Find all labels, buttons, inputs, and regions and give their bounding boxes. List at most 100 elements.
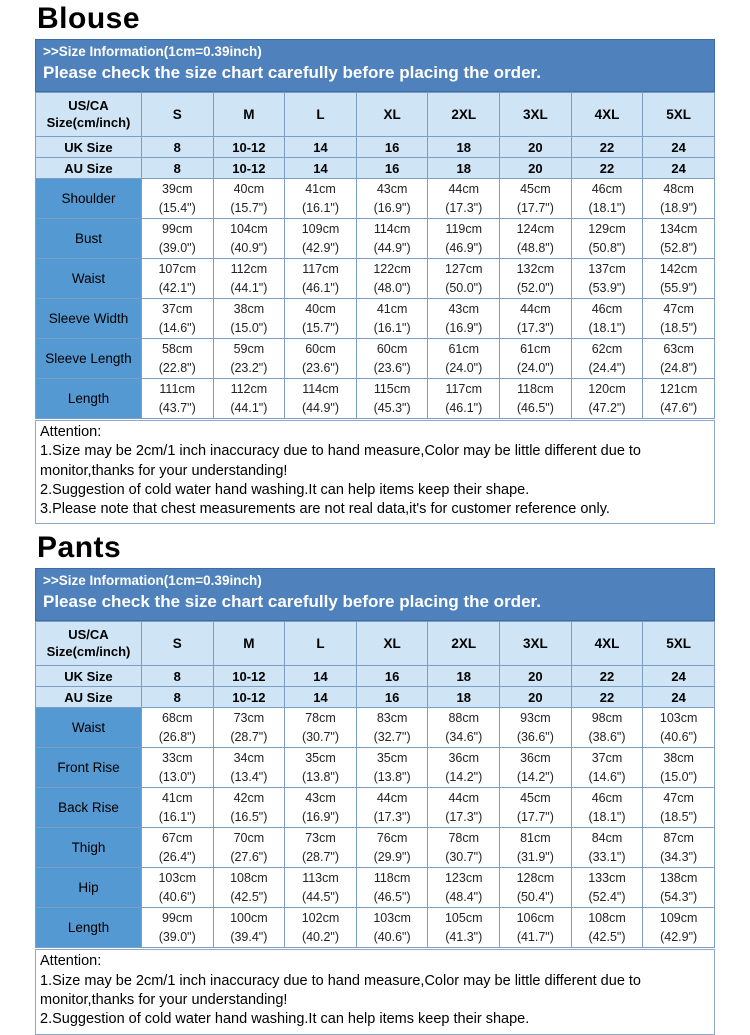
measurement-label: Sleeve Width xyxy=(35,298,142,339)
size-column-header: 3XL xyxy=(499,621,572,667)
measurement-value-cell: 103cm (40.6") xyxy=(140,867,214,909)
measurement-value-cell: 46cm (18.1") xyxy=(570,787,644,829)
intl-size-row: AU Size 8 10-12 14 16 18 20 22 24 xyxy=(35,157,715,179)
measurement-value-cell: 114cm (44.9") xyxy=(355,218,429,259)
pants-section: Pants >>Size Information(1cm=0.39inch) P… xyxy=(35,531,715,1035)
size-column-header: L xyxy=(284,621,357,667)
measurement-value-cell: 68cm (26.8") xyxy=(140,707,214,749)
intl-size-value-cell: 24 xyxy=(642,157,715,179)
intl-size-value-cell: 8 xyxy=(140,136,214,158)
attention-line: 3.Please note that chest measurements ar… xyxy=(40,501,610,518)
attention-line: 1.Size may be 2cm/1 inch inaccuracy due … xyxy=(40,972,641,1008)
measurement-label: Sleeve Length xyxy=(35,338,142,379)
measurement-value-cell: 44cm (17.3") xyxy=(499,298,572,339)
measurement-row: Waist 68cm (26.8") 73cm (28.7") 78cm (30.7") 83… xyxy=(35,707,715,749)
intl-size-value-cell: 22 xyxy=(570,157,644,179)
measurement-value-cell: 105cm (41.3") xyxy=(427,907,501,949)
measurement-row: Sleeve Length 58cm (22.8") 59cm (23.2") 60cm(… xyxy=(35,338,715,379)
attention-line: 1.Size may be 2cm/1 inch inaccuracy due … xyxy=(40,443,641,479)
measurement-value-cell: 134cm (52.8") xyxy=(642,218,715,259)
intl-size-value-cell: 20 xyxy=(499,136,572,158)
intl-size-row: UK Size 8 10-12 14 16 18 20 22 24 xyxy=(35,136,715,158)
measurement-value-cell: 112cm (44.1") xyxy=(212,258,286,299)
pants-attention-notes: Attention: 1.Size may be 2cm/1 inch inacc… xyxy=(35,949,715,1035)
measurement-value-cell: 45cm (17.7") xyxy=(499,787,572,829)
intl-size-value-cell: 20 xyxy=(499,157,572,179)
measurement-value-cell: 37cm (14.6") xyxy=(570,747,644,789)
measurement-value-cell: 124cm (48.8") xyxy=(499,218,572,259)
measurement-value-cell: 117cm (46.1") xyxy=(284,258,357,299)
measurement-value-cell: 40cm (15.7") xyxy=(212,178,286,219)
measurement-value-cell: 35cm (13.8") xyxy=(355,747,429,789)
measurement-value-cell: 46cm (18.1") xyxy=(570,298,644,339)
intl-size-value-cell: 20 xyxy=(499,665,572,688)
measurement-row: Waist 107cm (42.1") 112cm (44.1") 117cm (46.1"… xyxy=(35,258,715,299)
measurement-value-cell: 142cm (55.9") xyxy=(642,258,715,299)
measurement-value-cell: 117cm (46.1") xyxy=(427,378,501,419)
measurement-value-cell: 132cm (52.0") xyxy=(499,258,572,299)
measurement-value-cell: 111cm (43.7") xyxy=(140,378,214,419)
measurement-value-cell: 34cm (13.4") xyxy=(212,747,286,789)
measurement-value-cell: 45cm (17.7") xyxy=(499,178,572,219)
measurement-value-cell: 73cm (28.7") xyxy=(284,827,357,869)
measurement-value-cell: 113cm (44.5") xyxy=(284,867,357,909)
measurement-value-cell: 108cm (42.5") xyxy=(212,867,286,909)
intl-size-value-cell: 10-12 xyxy=(212,686,286,709)
measurement-value-cell: 119cm (46.9") xyxy=(427,218,501,259)
measurement-value-cell: 122cm (48.0") xyxy=(355,258,429,299)
intl-size-row-label: AU Size xyxy=(35,157,142,179)
measurement-value-cell: 41cm (16.1") xyxy=(140,787,214,829)
measurement-value-cell: 63cm (24.8") xyxy=(642,338,715,379)
intl-size-value-cell: 16 xyxy=(355,136,429,158)
measurement-value-cell: 42cm (16.5") xyxy=(212,787,286,829)
size-column-header: 4XL xyxy=(570,92,644,137)
measurement-value-cell: 61cm (24.0") xyxy=(499,338,572,379)
attention-line: Attention: xyxy=(40,424,102,440)
blouse-attention-notes: Attention: 1.Size may be 2cm/1 inch inacc… xyxy=(35,420,715,525)
blouse-title: Blouse xyxy=(37,2,141,35)
measurement-value-cell: 44cm (17.3") xyxy=(427,178,501,219)
measurement-value-cell: 118cm (46.5") xyxy=(499,378,572,419)
measurement-value-cell: 33cm (13.0") xyxy=(140,747,214,789)
measurement-value-cell: 43cm (16.9") xyxy=(284,787,357,829)
measurement-value-cell: 109cm (42.9") xyxy=(284,218,357,259)
corner-header: US/CA Size(cm/inch) xyxy=(35,621,142,667)
intl-size-value-cell: 8 xyxy=(140,665,214,688)
measurement-value-cell: 37cm (14.6") xyxy=(140,298,214,339)
measurement-value-cell: 40cm (15.7") xyxy=(284,298,357,339)
measurement-value-cell: 121cm (47.6") xyxy=(642,378,715,419)
measurement-value-cell: 118cm (46.5") xyxy=(355,867,429,909)
measurement-value-cell: 107cm (42.1") xyxy=(140,258,214,299)
measurement-value-cell: 41cm (16.1") xyxy=(355,298,429,339)
size-header-row: US/CA Size(cm/inch) S M L XL 2XL 3XL 4XL 5XL xyxy=(35,621,715,667)
measurement-value-cell: 108cm (42.5") xyxy=(570,907,644,949)
measurement-value-cell: 123cm (48.4") xyxy=(427,867,501,909)
measurement-row: Length 111cm (43.7") 112cm (44.1") 114cm (44.9… xyxy=(35,378,715,419)
measurement-value-cell: 129cm (50.8") xyxy=(570,218,644,259)
size-info-heading: >>Size Information(1cm=0.39inch) xyxy=(43,573,262,589)
measurement-value-cell: 99cm (39.0") xyxy=(140,907,214,949)
measurement-value-cell: 99cm (39.0") xyxy=(140,218,214,259)
size-column-header: M xyxy=(212,621,286,667)
intl-size-value-cell: 8 xyxy=(140,157,214,179)
pants-size-info-banner: >>Size Information(1cm=0.39inch) Please … xyxy=(35,568,715,622)
measurement-value-cell: 41cm (16.1") xyxy=(284,178,357,219)
intl-size-value-cell: 24 xyxy=(642,136,715,158)
intl-size-row: UK Size 8 10-12 14 16 18 20 22 24 xyxy=(35,665,715,688)
measurement-value-cell: 48cm (18.9") xyxy=(642,178,715,219)
measurement-value-cell: 38cm (15.0") xyxy=(642,747,715,789)
measurement-value-cell: 78cm (30.7") xyxy=(427,827,501,869)
measurement-value-cell: 38cm (15.0") xyxy=(212,298,286,339)
intl-size-value-cell: 10-12 xyxy=(212,665,286,688)
measurement-label: Waist xyxy=(35,258,142,299)
measurement-value-cell: 78cm (30.7") xyxy=(284,707,357,749)
measurement-value-cell: 44cm (17.3") xyxy=(427,787,501,829)
intl-size-row-label: UK Size xyxy=(35,665,142,688)
measurement-value-cell: 133cm (52.4") xyxy=(570,867,644,909)
intl-size-value-cell: 8 xyxy=(140,686,214,709)
corner-header: US/CA Size(cm/inch) xyxy=(35,92,142,137)
pants-size-table: US/CA Size(cm/inch) S M L XL 2XL 3XL 4XL 5XL UK Si… xyxy=(35,621,715,949)
blouse-size-table: US/CA Size(cm/inch) S M L XL 2XL 3XL 4XL 5XL UK Si… xyxy=(35,92,715,419)
measurement-value-cell: 138cm (54.3") xyxy=(642,867,715,909)
measurement-value-cell: 43cm (16.9") xyxy=(427,298,501,339)
